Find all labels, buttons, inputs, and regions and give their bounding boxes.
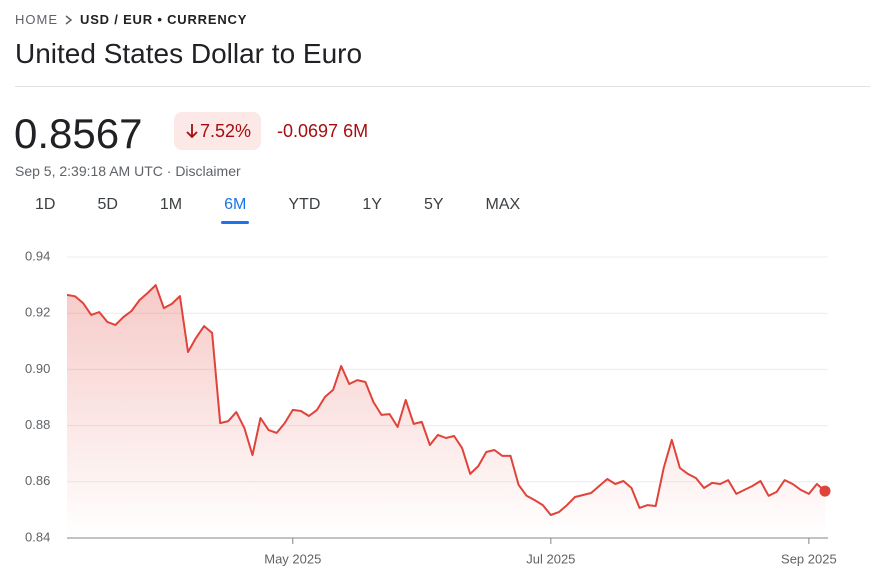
change-value: -0.0697 [277,121,339,141]
y-tick-label: 0.84 [25,529,50,544]
range-tab[interactable]: 6M [221,196,250,224]
change-period: 6M [343,121,369,141]
breadcrumb-current: USD / EUR • CURRENCY [80,12,248,27]
line [66,284,826,516]
x-tick-label: Jul 2025 [526,551,575,566]
change: -0.0697 6M [277,121,368,142]
timestamp: Sep 5, 2:39:18 AM UTC [15,163,163,179]
area [67,285,825,538]
y-tick-label: 0.90 [25,361,50,376]
range-tab[interactable]: 1M [159,196,183,213]
breadcrumb-link[interactable]: HOME [15,12,58,27]
y-tick-label: 0.94 [25,248,50,263]
range-tab[interactable]: 1D [35,196,56,213]
last-point [819,485,831,497]
divider [15,86,870,87]
price: 0.8567 [14,110,143,157]
chevron [65,14,73,25]
range-tab[interactable]: 1Y [362,196,382,213]
y-tick-label: 0.86 [25,473,50,488]
range-tab[interactable]: YTD [288,196,321,213]
down-arrow [186,124,198,139]
disclaimer-link[interactable]: Disclaimer [175,163,241,179]
range-tab[interactable]: 5Y [423,196,444,213]
range-tabs: 1D 5D 1M 6M YTD 1Y 5Y MAX [35,196,521,224]
chart: 0.84 0.86 0.88 0.90 0.92 0.94 May 2025 Jul 2025… [25,248,837,566]
range-tab[interactable]: MAX [485,196,521,213]
y-tick-label: 0.88 [25,417,50,432]
timestamp-row: Sep 5, 2:39:18 AM UTC · Disclaimer [15,163,241,179]
change-percent: 7.52% [200,120,252,141]
breadcrumb: HOME USD / EUR • CURRENCY [15,12,247,27]
change-badge: 7.52% [174,112,262,150]
y-tick-label: 0.92 [25,305,50,320]
x-tick-label: May 2025 [264,551,321,566]
x-tick-label: Sep 2025 [781,551,837,566]
range-tab[interactable]: 5D [97,196,118,213]
page-title: United States Dollar to Euro [15,38,363,69]
